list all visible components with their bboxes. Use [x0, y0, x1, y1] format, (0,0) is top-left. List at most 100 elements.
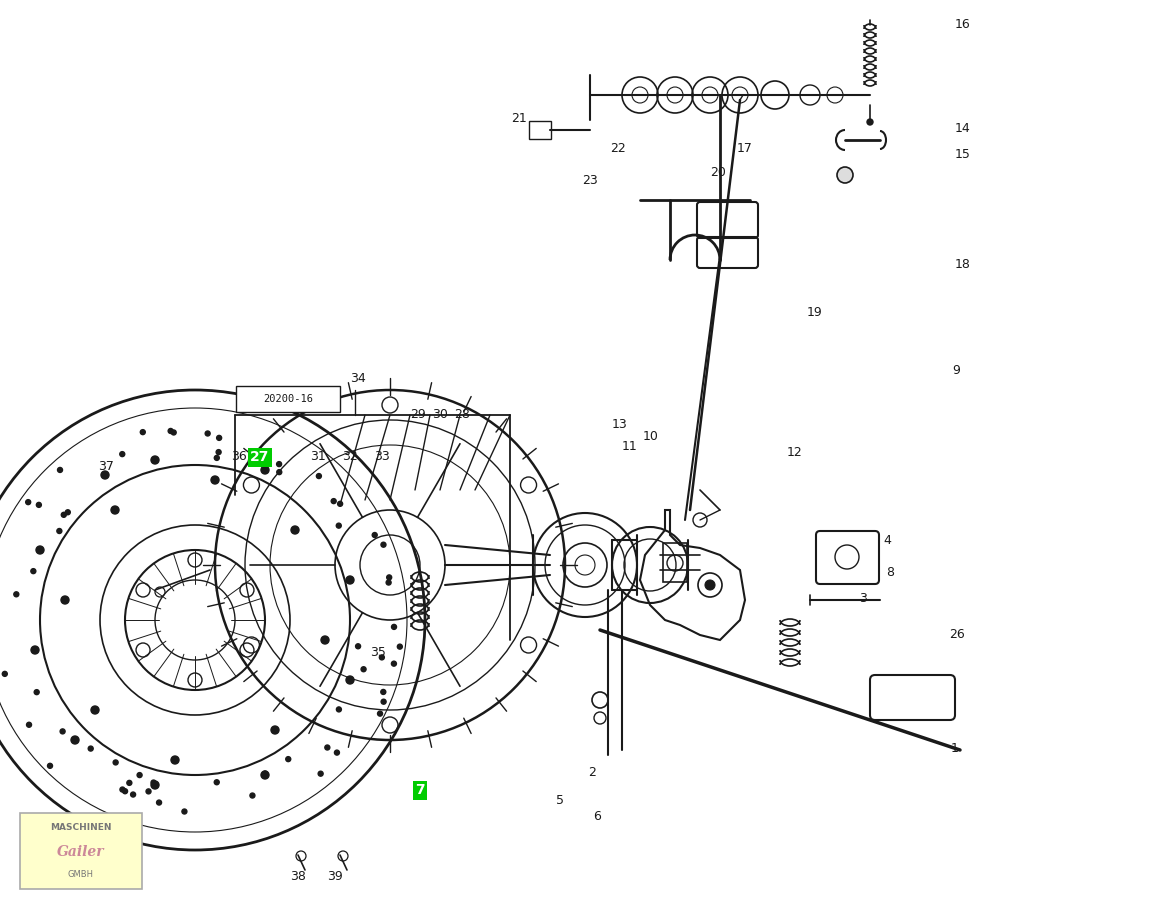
Circle shape	[27, 723, 31, 727]
Text: 30: 30	[432, 409, 448, 421]
FancyBboxPatch shape	[20, 813, 142, 889]
Circle shape	[171, 430, 177, 435]
Circle shape	[372, 533, 378, 537]
Text: 10: 10	[643, 430, 660, 444]
Circle shape	[392, 662, 396, 666]
Circle shape	[381, 699, 386, 704]
Circle shape	[127, 780, 132, 786]
Circle shape	[88, 746, 94, 751]
Circle shape	[70, 736, 79, 744]
Text: 36: 36	[231, 451, 247, 464]
Text: 31: 31	[311, 451, 326, 464]
Circle shape	[336, 523, 341, 528]
Text: 1: 1	[951, 742, 959, 754]
Circle shape	[346, 576, 353, 584]
Circle shape	[206, 431, 210, 436]
Text: 12: 12	[787, 446, 803, 460]
Circle shape	[249, 793, 255, 798]
Text: 4: 4	[884, 534, 891, 546]
Text: 27: 27	[251, 450, 269, 464]
Circle shape	[397, 644, 402, 649]
Circle shape	[379, 655, 385, 660]
Circle shape	[61, 596, 69, 604]
Circle shape	[867, 119, 873, 125]
Circle shape	[362, 667, 366, 671]
Text: 22: 22	[610, 141, 626, 155]
Text: 5: 5	[556, 794, 564, 806]
Circle shape	[346, 676, 353, 684]
Circle shape	[57, 528, 62, 534]
Text: MASCHINEN: MASCHINEN	[51, 824, 112, 832]
Circle shape	[171, 756, 179, 764]
Circle shape	[291, 526, 299, 534]
Circle shape	[14, 592, 18, 597]
Circle shape	[113, 760, 118, 765]
Text: 23: 23	[582, 174, 598, 186]
Circle shape	[111, 506, 119, 514]
Circle shape	[318, 771, 323, 776]
Text: 18: 18	[955, 258, 971, 272]
Circle shape	[331, 499, 336, 504]
Text: 21: 21	[512, 112, 527, 124]
Circle shape	[248, 458, 253, 464]
Text: 33: 33	[374, 451, 390, 464]
Circle shape	[151, 780, 156, 785]
Text: 14: 14	[955, 122, 971, 134]
Text: 17: 17	[737, 141, 753, 155]
Circle shape	[58, 467, 62, 472]
Text: 20: 20	[710, 166, 726, 178]
Text: 19: 19	[807, 307, 822, 320]
Text: 9: 9	[952, 364, 960, 376]
Circle shape	[120, 787, 125, 792]
Circle shape	[137, 772, 142, 778]
Circle shape	[211, 476, 219, 484]
Text: 15: 15	[955, 148, 971, 160]
Circle shape	[31, 646, 39, 654]
Circle shape	[381, 542, 386, 547]
Text: 34: 34	[350, 372, 366, 384]
Circle shape	[336, 706, 342, 712]
Circle shape	[131, 792, 135, 797]
Circle shape	[31, 569, 36, 573]
Text: 3: 3	[859, 592, 867, 606]
Circle shape	[36, 502, 42, 508]
Text: 26: 26	[949, 628, 964, 642]
Circle shape	[387, 575, 392, 580]
Circle shape	[378, 711, 382, 716]
Text: 6: 6	[593, 809, 601, 823]
Circle shape	[215, 455, 219, 461]
Circle shape	[157, 800, 162, 805]
Circle shape	[262, 771, 268, 776]
Circle shape	[214, 779, 219, 785]
Text: 28: 28	[454, 409, 470, 421]
Circle shape	[325, 745, 330, 750]
Text: 38: 38	[290, 870, 306, 884]
Circle shape	[151, 781, 159, 789]
Circle shape	[261, 771, 269, 779]
Circle shape	[25, 500, 31, 505]
Circle shape	[386, 580, 392, 585]
Circle shape	[261, 466, 269, 474]
Text: 37: 37	[98, 461, 114, 473]
Circle shape	[66, 509, 70, 515]
Text: 32: 32	[342, 451, 358, 464]
Text: Gailer: Gailer	[58, 845, 105, 859]
Text: 16: 16	[955, 17, 971, 31]
Circle shape	[146, 789, 151, 794]
Circle shape	[316, 473, 321, 479]
Text: 8: 8	[886, 565, 894, 579]
Circle shape	[122, 788, 127, 794]
Circle shape	[120, 452, 125, 456]
Text: 7: 7	[415, 783, 425, 797]
Circle shape	[285, 757, 291, 761]
Circle shape	[35, 689, 39, 695]
Text: 39: 39	[327, 870, 343, 884]
Circle shape	[60, 729, 65, 733]
Circle shape	[392, 625, 396, 629]
Circle shape	[277, 470, 282, 474]
Circle shape	[91, 706, 99, 714]
Text: 35: 35	[370, 645, 386, 659]
Circle shape	[151, 456, 159, 464]
Circle shape	[356, 644, 360, 649]
Circle shape	[837, 167, 854, 183]
